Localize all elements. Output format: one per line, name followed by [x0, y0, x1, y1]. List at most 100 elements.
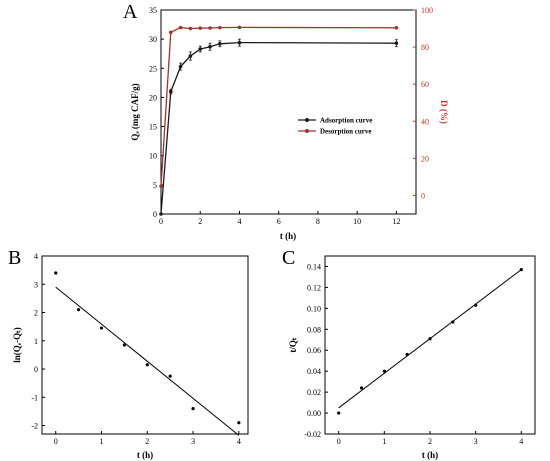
- b-y-tick-label: 2: [34, 309, 38, 318]
- b-fit-line: [55, 286, 240, 436]
- legend-desorption-label: Desorption curve: [320, 128, 372, 136]
- b-y-tick-label: -1: [31, 393, 38, 402]
- c-y-tick-label: 0.08: [307, 325, 321, 334]
- panel-c-y-label: t/Qₜ: [288, 337, 298, 352]
- b-y-tick-label: 0: [34, 365, 38, 374]
- c-x-tick-label: 2: [428, 437, 432, 446]
- adsorption-point: [208, 44, 212, 49]
- b-data-point: [77, 308, 81, 312]
- c-x-tick-label: 3: [474, 437, 478, 446]
- b-x-tick-label: 1: [100, 437, 104, 446]
- b-x-tick-label: 2: [145, 437, 149, 446]
- a-y-left-tick-label: 25: [149, 64, 157, 73]
- panel-a-y-left-label: Qₑ (mg CAF/g): [130, 83, 140, 140]
- a-x-tick-label: 10: [353, 217, 361, 226]
- legend-desorption-marker: [305, 129, 309, 133]
- desorption-point: [394, 26, 399, 30]
- desorption-point: [188, 26, 193, 31]
- desorption-point: [198, 26, 203, 30]
- a-y-right-tick-label: 100: [421, 6, 433, 15]
- b-data-point: [237, 421, 241, 425]
- b-data-point: [99, 326, 104, 330]
- a-y-left-tick-label: 30: [149, 35, 157, 44]
- panel-c-letter: C: [282, 247, 295, 269]
- adsorption-point: [394, 41, 399, 46]
- b-data-point: [168, 374, 172, 378]
- panel-c-x-label: t (h): [422, 450, 438, 460]
- b-y-tick-label: -2: [31, 422, 38, 431]
- desorption-point: [237, 25, 242, 30]
- b-data-point: [54, 271, 58, 275]
- c-y-tick-label: 0.02: [307, 388, 321, 397]
- c-data-point: [428, 337, 432, 341]
- c-x-tick-label: 4: [519, 437, 523, 446]
- a-y-left-tick-label: 15: [149, 123, 157, 132]
- b-y-tick-label: 4: [34, 252, 38, 261]
- a-y-left-tick-label: 5: [153, 181, 157, 190]
- desorption-point: [169, 30, 173, 35]
- b-data-point: [191, 406, 195, 411]
- c-data-point: [337, 411, 341, 415]
- c-y-tick-label: 0.10: [307, 304, 321, 313]
- a-y-right-tick-label: 40: [421, 117, 429, 126]
- panel-c: C 0 1 2 3 4 -0.02 0.00 0.02 0.04 0.06 0.08 0.10 0.1…: [282, 247, 536, 460]
- a-y-left-tick-label: 35: [149, 6, 157, 15]
- panel-b-y-label: ln(Qₑ-Qₜ): [12, 327, 22, 362]
- panel-a-y-right-label: D (%): [439, 100, 449, 124]
- c-data-point: [474, 303, 478, 307]
- c-x-tick-label: 1: [382, 437, 386, 446]
- adsorption-point: [188, 54, 193, 58]
- b-x-tick-label: 3: [191, 437, 195, 446]
- c-y-tick-label: 0.06: [307, 346, 321, 355]
- desorption-point: [159, 184, 163, 188]
- a-y-left-tick-label: 20: [149, 93, 157, 102]
- desorption-point: [208, 26, 212, 30]
- adsorption-point: [218, 42, 222, 46]
- a-x-tick-label: 8: [316, 217, 320, 226]
- desorption-point: [178, 25, 183, 30]
- a-x-tick-label: 6: [277, 217, 281, 226]
- c-y-tick-label: 0.12: [307, 283, 321, 292]
- c-data-point: [359, 386, 364, 390]
- a-y-right-tick-label: 80: [421, 43, 429, 52]
- a-y-right-tick-label: 0: [421, 191, 425, 200]
- adsorption-point: [237, 40, 242, 45]
- legend-adsorption-label: Adsorption curve: [320, 117, 372, 125]
- panel-b-letter: B: [8, 247, 21, 269]
- c-data-point: [451, 320, 455, 324]
- panel-a-x-label: t (h): [280, 231, 296, 241]
- panel-b-frame: [41, 255, 249, 435]
- c-y-tick-label: -0.02: [304, 430, 321, 439]
- a-x-tick-label: 2: [198, 217, 202, 226]
- adsorption-point: [178, 64, 183, 69]
- b-data-point: [145, 363, 149, 367]
- adsorption-point: [159, 212, 163, 216]
- c-data-point: [405, 352, 409, 357]
- b-y-tick-label: 1: [34, 337, 38, 346]
- a-x-tick-label: 0: [159, 217, 163, 226]
- c-y-tick-label: 0.04: [307, 367, 321, 376]
- panel-a-letter: A: [123, 1, 138, 23]
- a-x-tick-label: 12: [392, 217, 400, 226]
- b-x-tick-label: 4: [237, 437, 241, 446]
- a-y-right-tick-label: 20: [421, 154, 429, 163]
- c-y-tick-label: 0.14: [307, 262, 321, 271]
- a-y-right-tick-label: 60: [421, 80, 429, 89]
- panel-a-frame: [160, 9, 417, 215]
- a-y-left-tick-label: 10: [149, 152, 157, 161]
- c-x-tick-label: 0: [337, 437, 341, 446]
- c-data-point: [519, 268, 523, 272]
- a-y-left-tick-label: 0: [153, 210, 157, 219]
- adsorption-point: [198, 47, 203, 51]
- b-y-tick-label: 3: [34, 280, 38, 289]
- panel-a-legend: Adsorption curve Desorption curve: [298, 117, 372, 136]
- panel-b: B 0 1 2 3 4 -2 -1 0 1 2 3 4 t (h) ln(Qₑ-Qₜ): [8, 247, 249, 460]
- panel-b-x-label: t (h): [137, 450, 153, 460]
- c-y-tick-label: 0.00: [307, 409, 321, 418]
- b-x-tick-label: 0: [54, 437, 58, 446]
- a-x-tick-label: 4: [237, 217, 241, 226]
- legend-adsorption-marker: [305, 118, 309, 122]
- desorption-point: [218, 25, 222, 30]
